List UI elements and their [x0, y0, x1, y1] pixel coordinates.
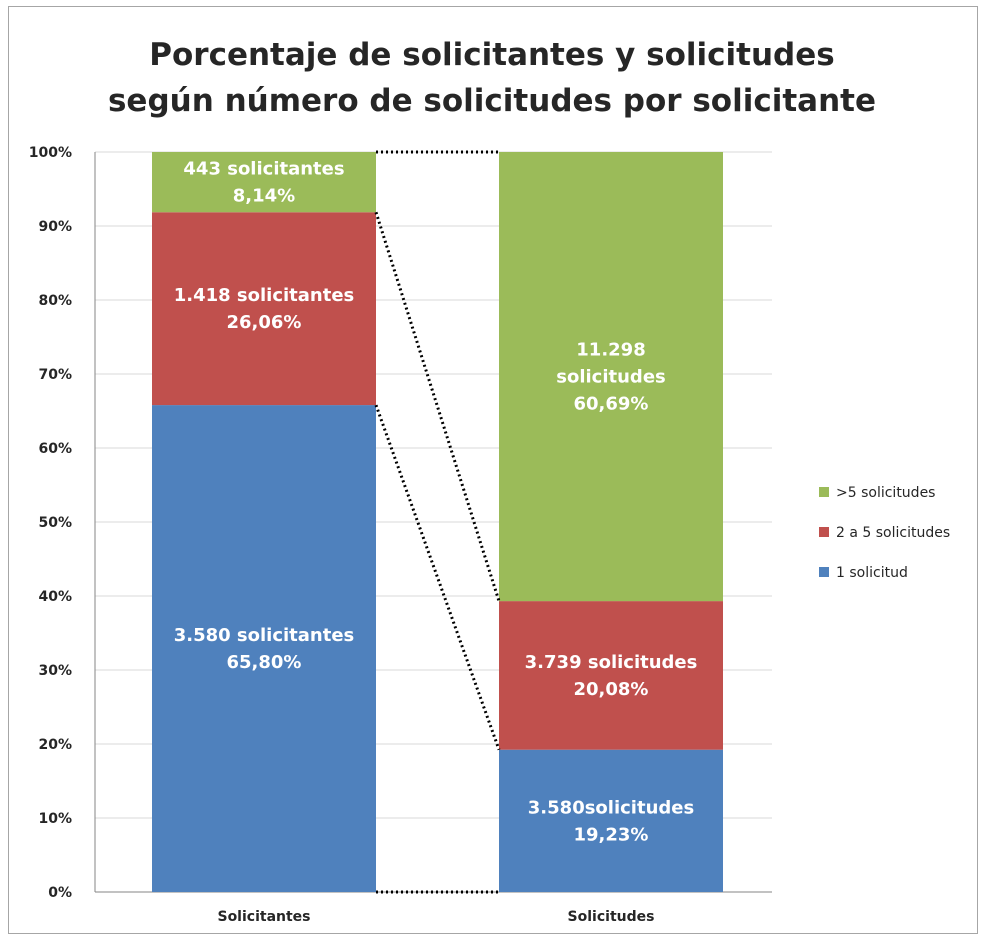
y-tick-label: 50%	[38, 515, 72, 531]
data-label: 443 solicitantes	[183, 159, 344, 180]
series-connector-line	[374, 211, 501, 602]
chart-title-line: según número de solicitudes por solicita…	[108, 83, 876, 119]
bar-segment	[152, 212, 376, 406]
y-tick-label: 40%	[38, 589, 72, 605]
data-label: 26,06%	[227, 312, 302, 333]
chart-title-line: Porcentaje de solicitantes y solicitudes	[149, 37, 834, 73]
legend-label: 2 a 5 solicitudes	[836, 525, 950, 541]
data-label: 19,23%	[574, 824, 649, 845]
legend-swatch	[819, 487, 829, 497]
data-label: 3.580solicitudes	[528, 797, 694, 818]
bar-segment	[499, 601, 723, 750]
bar-segment	[499, 152, 723, 602]
legend-label: 1 solicitud	[836, 565, 908, 581]
data-label: 11.298	[576, 340, 645, 361]
bar-segment	[152, 152, 376, 213]
data-label: solicitudes	[556, 367, 666, 388]
legend-swatch	[819, 567, 829, 577]
data-label: 65,80%	[227, 652, 302, 673]
data-label: 1.418 solicitantes	[174, 285, 355, 306]
y-tick-label: 10%	[38, 811, 72, 827]
y-tick-label: 60%	[38, 441, 72, 457]
x-category-label: Solicitantes	[217, 909, 310, 925]
y-tick-label: 30%	[38, 663, 72, 679]
bar-segment	[499, 749, 723, 892]
y-tick-label: 100%	[29, 145, 72, 161]
legend-swatch	[819, 527, 829, 537]
x-category-label: Solicitudes	[568, 909, 655, 925]
y-tick-label: 80%	[38, 293, 72, 309]
data-label: 3.739 solicitudes	[525, 652, 698, 673]
data-label: 8,14%	[233, 186, 295, 207]
y-tick-label: 20%	[38, 737, 72, 753]
series-connector-line	[374, 404, 501, 751]
data-label: 3.580 solicitantes	[174, 625, 355, 646]
data-label: 20,08%	[574, 679, 649, 700]
y-tick-label: 70%	[38, 367, 72, 383]
legend-label: >5 solicitudes	[836, 485, 935, 501]
data-label: 60,69%	[574, 394, 649, 415]
y-tick-label: 90%	[38, 219, 72, 235]
bar-segment	[152, 405, 376, 892]
y-tick-label: 0%	[48, 885, 72, 901]
